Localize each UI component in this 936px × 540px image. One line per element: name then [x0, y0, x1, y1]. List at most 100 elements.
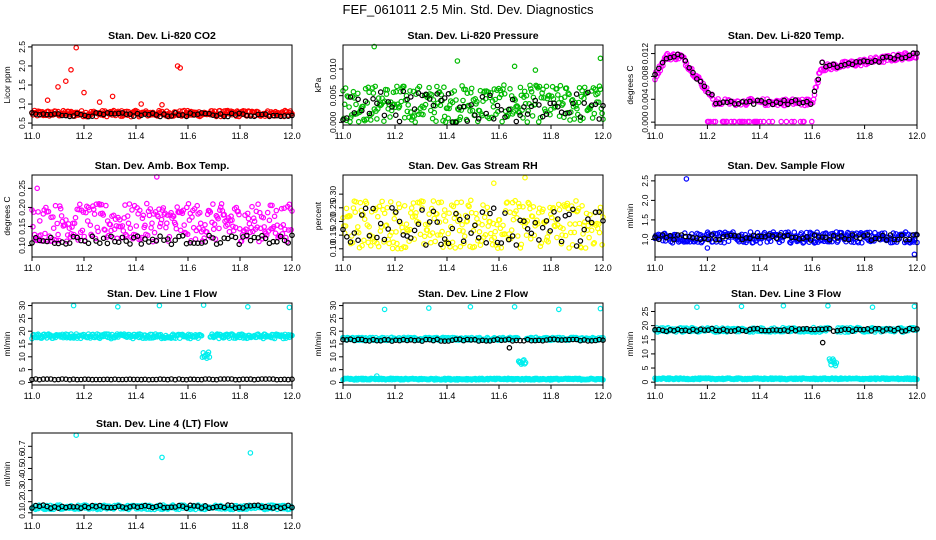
data-point-main [499, 118, 505, 125]
data-point-main [251, 218, 258, 225]
data-point-main [456, 227, 463, 234]
data-point-main [389, 245, 396, 252]
data-point-main [442, 218, 449, 224]
data-point-main [434, 232, 441, 238]
x-tick-label: 11.4 [439, 131, 456, 141]
y-tick-label: 5 [328, 367, 338, 372]
y-tick-label: 20 [17, 326, 27, 336]
data-point-black [259, 232, 265, 239]
data-point-main [514, 103, 520, 109]
data-point-main [244, 210, 251, 217]
data-point-black [468, 102, 474, 108]
data-point-black [543, 218, 550, 224]
data-point-black [807, 101, 814, 107]
data-point-black [577, 238, 584, 244]
data-point-main [545, 239, 552, 245]
data-point-black [588, 219, 595, 226]
data-point-main [245, 215, 252, 222]
data-point-black [164, 113, 171, 120]
y-tick-label: 0.005 [328, 85, 338, 107]
data-point-main [249, 203, 255, 210]
data-point-black [838, 233, 844, 239]
data-point-main [420, 111, 426, 118]
data-point-black [769, 327, 776, 333]
data-point-main [489, 241, 496, 248]
data-point-main [119, 223, 126, 229]
data-point-black [217, 240, 224, 246]
y-axis-label: ml/min [313, 331, 323, 356]
data-point-main [343, 205, 350, 212]
data-point-black [876, 236, 882, 242]
data-point-black [667, 232, 674, 239]
data-point-black [396, 118, 403, 125]
y-tick-label: 0.1 [17, 507, 27, 519]
data-point-main [426, 84, 432, 91]
data-point-main [407, 88, 413, 94]
data-point-black [362, 205, 369, 212]
data-point-black [581, 226, 588, 233]
data-point-black [355, 336, 361, 343]
data-point-main [512, 197, 519, 204]
x-tick-label: 11.8 [856, 263, 873, 273]
data-point-main [466, 203, 472, 210]
data-point-main [105, 232, 112, 239]
data-point-main [226, 228, 233, 235]
y-tick-label: 0.2 [17, 496, 27, 508]
data-point-main [394, 245, 401, 252]
data-point-black [157, 113, 163, 120]
data-point-main [266, 217, 273, 224]
data-point-black [671, 53, 677, 60]
data-point-black [274, 239, 280, 245]
data-point-black [453, 210, 459, 217]
data-point-black [221, 376, 228, 382]
data-point-main [100, 212, 107, 218]
data-point-upper [832, 362, 839, 369]
data-point-main [256, 238, 262, 245]
data-point-black [423, 91, 429, 98]
data-point-black [157, 233, 163, 240]
data-point-black [558, 238, 565, 245]
data-point-black [456, 216, 463, 223]
data-point-main [229, 217, 235, 223]
data-point-black [70, 113, 77, 119]
data-point-main [554, 92, 561, 98]
data-point-main [408, 205, 415, 211]
data-point-main [747, 229, 754, 235]
data-point-black [221, 113, 228, 120]
data-point-main [210, 201, 216, 207]
x-tick-label: 11.4 [128, 391, 145, 401]
data-point-main [216, 225, 222, 232]
data-point-main [555, 201, 562, 208]
y-tick-label: 10 [640, 349, 650, 359]
data-point-main [441, 207, 448, 213]
data-point-black [498, 107, 505, 113]
y-tick-label: 0.5 [17, 117, 27, 129]
data-point-main [551, 222, 558, 229]
data-point-main [515, 200, 522, 207]
data-point-main [445, 230, 452, 237]
data-point-black [487, 92, 493, 99]
data-point-black [777, 100, 784, 107]
x-tick-label: 11.6 [491, 391, 508, 401]
data-point-black [176, 233, 182, 240]
data-point-main [221, 211, 228, 218]
data-point-main [255, 201, 261, 208]
data-point-main [508, 227, 515, 233]
panel-title: Stan. Dev. Amb. Box Temp. [95, 160, 230, 172]
data-point-black [532, 219, 539, 226]
data-point-main [55, 231, 61, 238]
data-point-main [587, 212, 593, 218]
data-point-main [93, 201, 100, 208]
panel-title: Stan. Dev. Li-820 Pressure [407, 30, 538, 42]
data-point-main [541, 95, 547, 101]
data-point-main [87, 222, 94, 229]
data-point-main [79, 227, 86, 234]
data-point-main [394, 83, 400, 90]
data-point-black [449, 225, 456, 232]
data-point-main [376, 203, 383, 210]
data-point-main [278, 205, 285, 212]
data-point-black [891, 56, 898, 62]
data-point-black [119, 234, 126, 241]
x-tick-label: 12.0 [283, 521, 301, 531]
data-point-main [560, 101, 566, 107]
